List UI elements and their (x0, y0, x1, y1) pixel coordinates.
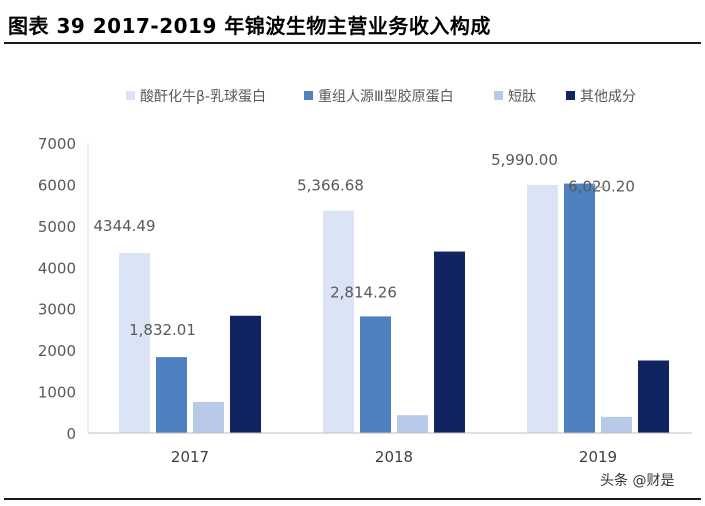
legend-label: 其他成分 (580, 89, 636, 105)
y-tick-label: 3000 (38, 301, 76, 319)
bar-2018-series-2 (360, 316, 391, 433)
y-tick-label: 6000 (38, 176, 76, 194)
legend-label: 酸酐化牛β-乳球蛋白 (140, 89, 266, 105)
bar-2017-series-3 (193, 401, 224, 433)
y-tick-label: 2000 (38, 342, 76, 360)
data-label: 6,020.20 (568, 178, 635, 196)
bar-2018-series-3 (397, 415, 428, 433)
bar-2019-series-3 (601, 416, 632, 433)
legend-label: 短肽 (508, 89, 536, 105)
x-tick-label: 2018 (375, 448, 413, 466)
bar-2017-series-2 (156, 357, 187, 433)
y-tick-label: 1000 (38, 384, 76, 402)
y-tick-label: 0 (66, 425, 76, 443)
legend-swatch (126, 91, 135, 100)
bar-2019-series-2 (564, 183, 595, 433)
bottom-rule (4, 498, 701, 500)
x-tick-label: 2019 (579, 448, 617, 466)
figure-title: 图表 39 2017-2019 年锦波生物主营业务收入构成 (8, 14, 491, 38)
data-label-leader-line (592, 184, 606, 188)
y-tick-label: 5000 (38, 218, 76, 236)
bar-2018-series-4 (434, 251, 465, 433)
data-label: 1,832.01 (129, 321, 196, 339)
data-label: 4344.49 (93, 217, 155, 235)
data-label: 5,990.00 (491, 151, 558, 169)
legend-label: 重组人源Ⅲ型胶原蛋白 (318, 88, 454, 105)
data-label: 5,366.68 (297, 177, 364, 195)
x-tick-label: 2017 (171, 448, 209, 466)
bar-2017-series-4 (230, 315, 261, 433)
bar-2017-series-1 (119, 253, 150, 433)
y-tick-label: 7000 (38, 135, 76, 153)
bar-2019-series-4 (638, 360, 669, 433)
watermark: 头条 @财是 (600, 473, 675, 489)
legend-swatch (304, 91, 313, 100)
data-label: 2,814.26 (330, 283, 397, 301)
bar-2018-series-1 (323, 210, 354, 433)
bar-2019-series-1 (527, 184, 558, 433)
legend-swatch (566, 91, 575, 100)
title-bar: 图表 39 2017-2019 年锦波生物主营业务收入构成 (4, 4, 701, 44)
legend-swatch (494, 91, 503, 100)
y-tick-label: 4000 (38, 259, 76, 277)
